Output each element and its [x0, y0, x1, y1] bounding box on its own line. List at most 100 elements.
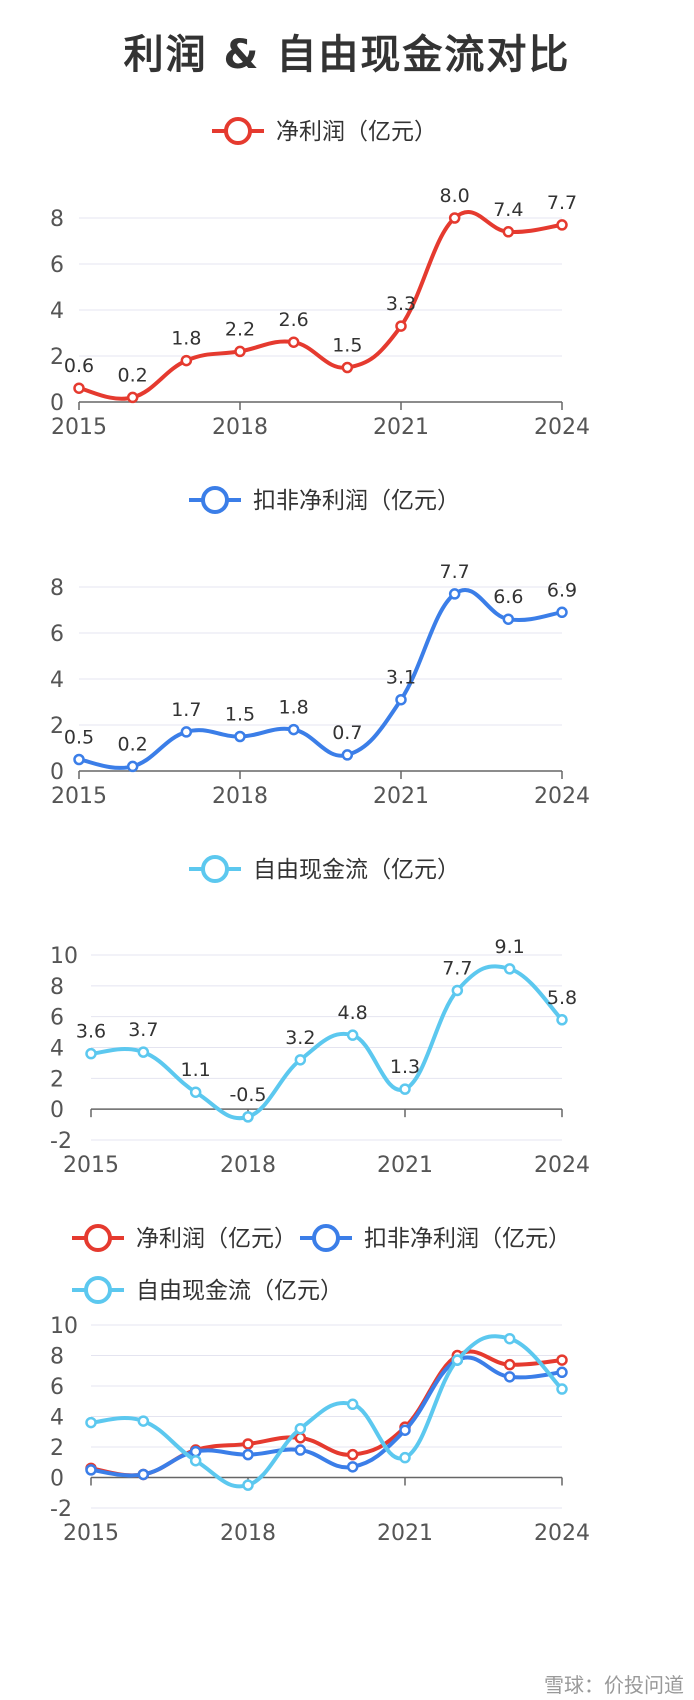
- legend-item: 自由现金流（亿元）: [72, 1276, 343, 1304]
- legend-marker: [84, 1224, 112, 1252]
- data-point: [294, 1444, 307, 1456]
- data-point: [137, 1415, 150, 1427]
- data-label: 9.1: [495, 936, 525, 958]
- data-label: 3.6: [76, 1021, 106, 1043]
- page-title: 利润 & 自由现金流对比: [123, 32, 571, 78]
- data-label: 1.5: [225, 704, 255, 726]
- y-tick-label: -2: [50, 1129, 72, 1154]
- data-label: 5.8: [547, 987, 577, 1009]
- x-tick-label: 2021: [377, 1153, 433, 1178]
- series-line: [90, 1355, 563, 1478]
- x-tick-label: 2015: [51, 784, 107, 809]
- data-point: [242, 1448, 254, 1461]
- legend-label: 净利润（亿元）: [276, 119, 437, 145]
- legend-label: 自由现金流（亿元）: [136, 1278, 343, 1304]
- data-label: 0.2: [118, 733, 148, 755]
- data-label: 7.7: [547, 192, 577, 214]
- y-tick-label: 2: [50, 1436, 64, 1461]
- data-point: [85, 1047, 97, 1060]
- data-point: [294, 1054, 307, 1066]
- y-tick-label: 4: [50, 668, 64, 693]
- chart-3: 自由现金流（亿元） -2 0 2 4 6 8 10 2015 2018 2021 2024 3.6 3.7…: [50, 855, 590, 1178]
- data-point: [73, 382, 85, 394]
- data-point: [189, 1445, 202, 1458]
- data-label: 0.5: [64, 727, 94, 749]
- data-point: [341, 749, 354, 761]
- data-label: -0.5: [229, 1084, 266, 1106]
- data-point: [448, 212, 461, 224]
- data-label: 2.6: [279, 309, 309, 331]
- data-point: [287, 723, 300, 736]
- y-tick-label: 10: [50, 944, 78, 969]
- data-label: 3.3: [386, 293, 416, 315]
- y-tick-label: 2: [50, 1067, 64, 1092]
- data-point: [395, 320, 407, 332]
- series-line: [78, 588, 563, 770]
- legend-item: 扣非净利润（亿元）: [189, 486, 460, 514]
- data-point: [451, 984, 464, 997]
- data-label: 8.0: [440, 185, 470, 207]
- data-point: [137, 1046, 150, 1058]
- y-tick-label: 4: [50, 1406, 64, 1431]
- x-tick-label: 2018: [220, 1153, 276, 1178]
- data-point: [126, 391, 139, 404]
- data-point: [448, 588, 461, 600]
- data-point: [85, 1416, 97, 1429]
- legend-item: 净利润（亿元）: [212, 117, 437, 145]
- data-label: 0.7: [332, 722, 362, 744]
- data-point: [556, 1354, 568, 1366]
- data-label: 1.8: [279, 697, 309, 719]
- data-point: [137, 1468, 150, 1481]
- data-point: [126, 760, 139, 773]
- data-label: 3.1: [386, 667, 416, 689]
- chart-2: 扣非净利润（亿元） 0 2 4 6 8 2015 2018 2021 2024 0.5 0.2 1.7 1…: [50, 486, 590, 809]
- series-line: [78, 210, 563, 401]
- legend-marker: [312, 1224, 340, 1252]
- legend-item: 自由现金流（亿元）: [189, 855, 460, 883]
- data-point: [346, 1398, 359, 1411]
- legend-item: 净利润（亿元）: [72, 1224, 297, 1252]
- data-point: [556, 1366, 568, 1379]
- y-tick-label: 4: [50, 1037, 64, 1062]
- data-point: [85, 1464, 97, 1476]
- x-tick-label: 2018: [212, 784, 268, 809]
- data-point: [556, 1014, 568, 1026]
- y-tick-label: 0: [50, 1467, 64, 1492]
- legend-item: 扣非净利润（亿元）: [300, 1224, 571, 1252]
- y-tick-label: 0: [50, 391, 64, 416]
- legend-marker: [201, 486, 229, 514]
- data-point: [73, 753, 85, 766]
- data-label: 1.5: [332, 335, 362, 357]
- x-tick-label: 2024: [534, 1521, 590, 1546]
- x-tick-label: 2018: [220, 1521, 276, 1546]
- y-tick-label: 6: [50, 253, 64, 278]
- data-point: [180, 354, 193, 367]
- data-label: 1.3: [390, 1056, 420, 1078]
- data-label: 3.7: [128, 1019, 158, 1041]
- y-tick-label: 8: [50, 207, 64, 232]
- x-tick-label: 2015: [63, 1521, 119, 1546]
- y-tick-label: 6: [50, 622, 64, 647]
- data-label: 3.2: [285, 1027, 315, 1049]
- data-label: 7.7: [442, 957, 472, 979]
- data-point: [556, 1383, 568, 1395]
- y-tick-label: 8: [50, 576, 64, 601]
- data-point: [556, 606, 568, 619]
- legend-marker: [201, 855, 229, 883]
- data-label: 6.6: [493, 586, 523, 608]
- data-point: [294, 1432, 307, 1444]
- legend-label: 扣非净利润（亿元）: [364, 1226, 571, 1252]
- data-point: [294, 1422, 307, 1435]
- data-point: [503, 963, 516, 975]
- data-point: [451, 1354, 464, 1366]
- data-label: 0.2: [118, 364, 148, 386]
- data-point: [242, 1479, 254, 1491]
- data-point: [180, 726, 193, 738]
- data-point: [399, 1083, 411, 1095]
- x-tick-label: 2021: [373, 784, 429, 809]
- series-line: [90, 964, 564, 1121]
- x-tick-label: 2024: [534, 415, 590, 440]
- data-point: [346, 1029, 359, 1041]
- chart-1: 净利润（亿元） 0 2 4 6 8 2015 2018 2021 2024 0.6 0.2 1.8 2.2…: [50, 117, 590, 440]
- data-label: 1.8: [171, 328, 201, 350]
